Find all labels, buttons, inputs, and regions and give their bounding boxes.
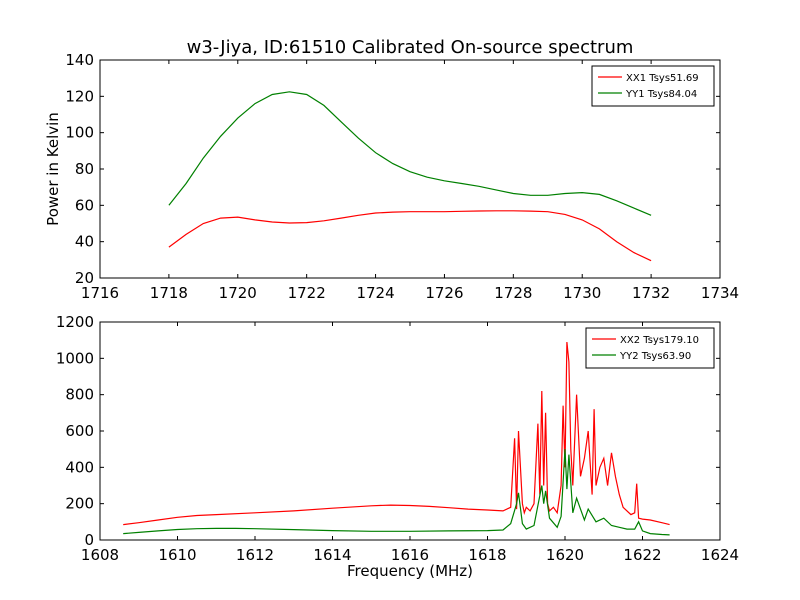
series-line-yy2 bbox=[123, 449, 670, 536]
legend-box bbox=[585, 327, 715, 369]
y-tick-label: 1200 bbox=[56, 313, 94, 331]
series-line-yy1 bbox=[168, 91, 652, 216]
y-tick-label: 200 bbox=[65, 495, 94, 513]
x-tick-label: 1618 bbox=[468, 546, 506, 564]
y-tick-label: 60 bbox=[75, 196, 94, 214]
x-tick-label: 1724 bbox=[356, 284, 394, 302]
x-tick-label: 1620 bbox=[546, 546, 584, 564]
y-tick-label: 1000 bbox=[56, 349, 94, 367]
chart-title: w3-Jiya, ID:61510 Calibrated On-source s… bbox=[187, 37, 634, 58]
y-tick-label: 120 bbox=[65, 87, 94, 105]
legend-entry: XX1 Tsys51.69 bbox=[626, 73, 699, 84]
x-tick-label: 1624 bbox=[701, 546, 739, 564]
x-tick-label: 1612 bbox=[236, 546, 274, 564]
y-tick-label: 20 bbox=[75, 269, 94, 287]
series-line-xx1 bbox=[168, 210, 652, 262]
y-tick-label: 800 bbox=[65, 386, 94, 404]
x-tick-label: 1726 bbox=[425, 284, 463, 302]
legend-1: XX1 Tsys51.69 YY1 Tsys84.04 bbox=[591, 65, 715, 107]
x-tick-label: 1734 bbox=[701, 284, 739, 302]
panel-2: 1608 1610 1612 1614 1616 1618 1620 1622 1624 0 200… bbox=[56, 313, 739, 580]
legend-entry: YY2 Tsys63.90 bbox=[619, 351, 691, 362]
x-tick-label: 1728 bbox=[494, 284, 532, 302]
y-tick-label: 40 bbox=[75, 233, 94, 251]
x-tick-label: 1722 bbox=[288, 284, 326, 302]
y-tick-label: 80 bbox=[75, 160, 94, 178]
y-tick-label: 140 bbox=[65, 51, 94, 69]
y-tick-label: 600 bbox=[65, 422, 94, 440]
legend-box bbox=[591, 65, 715, 107]
x-tick-label: 1614 bbox=[313, 546, 351, 564]
panel-1: 1716 1718 1720 1722 1724 1726 1728 1730 1732 1734… bbox=[44, 51, 739, 302]
x-tick-label: 1608 bbox=[81, 546, 119, 564]
legend-2: XX2 Tsys179.10 YY2 Tsys63.90 bbox=[585, 327, 715, 369]
x-tick-label: 1718 bbox=[150, 284, 188, 302]
legend-entry: XX2 Tsys179.10 bbox=[620, 335, 699, 346]
x-axis-label: Frequency (MHz) bbox=[347, 562, 473, 580]
y-tick-label: 100 bbox=[65, 124, 94, 142]
x-tick-label: 1732 bbox=[632, 284, 670, 302]
x-tick-label: 1616 bbox=[391, 546, 429, 564]
y-tick-label: 0 bbox=[84, 531, 94, 549]
x-tick-label: 1622 bbox=[623, 546, 661, 564]
panels: 1716 1718 1720 1722 1724 1726 1728 1730 1732 1734… bbox=[44, 51, 739, 580]
legend-entry: YY1 Tsys84.04 bbox=[625, 89, 697, 100]
x-tick-label: 1716 bbox=[81, 284, 119, 302]
series-line-xx2 bbox=[123, 341, 670, 526]
x-tick-label: 1610 bbox=[158, 546, 196, 564]
y-axis-label: Power in Kelvin bbox=[44, 112, 62, 226]
x-tick-label: 1730 bbox=[563, 284, 601, 302]
y-tick-label: 400 bbox=[65, 458, 94, 476]
x-tick-label: 1720 bbox=[219, 284, 257, 302]
